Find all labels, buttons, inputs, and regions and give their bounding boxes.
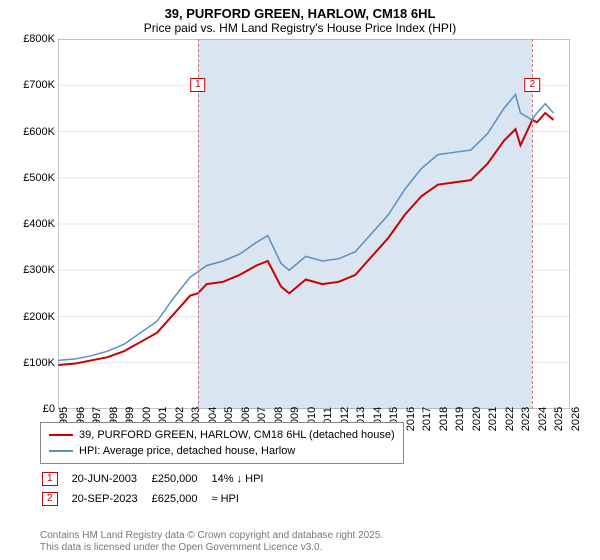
marker-badge: 1	[42, 472, 58, 486]
legend-item: 39, PURFORD GREEN, HARLOW, CM18 6HL (det…	[49, 427, 395, 443]
y-tick: £700K	[23, 79, 55, 91]
x-tick: 2018	[438, 407, 450, 431]
legend-item: HPI: Average price, detached house, Harl…	[49, 443, 395, 459]
legend-label: HPI: Average price, detached house, Harl…	[79, 443, 295, 459]
chart-subtitle: Price paid vs. HM Land Registry's House …	[0, 21, 600, 39]
x-tick: 2022	[504, 407, 516, 431]
y-tick: £600K	[23, 126, 55, 138]
chart-area: £0£100K£200K£300K£400K£500K£600K£700K£80…	[30, 39, 600, 409]
marker-note: ≈ HPI	[212, 490, 276, 508]
legend-label: 39, PURFORD GREEN, HARLOW, CM18 6HL (det…	[79, 427, 395, 443]
marker-row: 2 20-SEP-2023£625,000≈ HPI	[42, 490, 275, 508]
marker-dash	[198, 39, 199, 409]
footer-line-2: This data is licensed under the Open Gov…	[40, 542, 383, 554]
chart-marker: 2	[525, 78, 541, 92]
marker-dash	[532, 39, 533, 409]
x-tick: 2023	[520, 407, 532, 431]
footer-line-1: Contains HM Land Registry data © Crown c…	[40, 530, 383, 542]
y-tick: £500K	[23, 172, 55, 184]
plot-svg	[58, 39, 570, 409]
marker-badge: 2	[42, 492, 58, 506]
y-tick: £200K	[23, 311, 55, 323]
x-tick: 2019	[454, 407, 466, 431]
x-tick: 2020	[471, 407, 483, 431]
marker-date: 20-SEP-2023	[72, 490, 150, 508]
x-tick: 2016	[405, 407, 417, 431]
series-hpi	[58, 95, 553, 361]
y-tick: £300K	[23, 264, 55, 276]
chart-title: 39, PURFORD GREEN, HARLOW, CM18 6HL	[0, 0, 600, 21]
marker-row: 1 20-JUN-2003£250,00014% ↓ HPI	[42, 470, 275, 488]
x-tick: 2026	[570, 407, 582, 431]
marker-date: 20-JUN-2003	[72, 470, 150, 488]
marker-price: £250,000	[152, 470, 210, 488]
x-tick: 2025	[553, 407, 565, 431]
x-tick: 2017	[421, 407, 433, 431]
legend-swatch	[49, 450, 73, 452]
footer-attribution: Contains HM Land Registry data © Crown c…	[40, 530, 383, 554]
x-tick: 2024	[537, 407, 549, 431]
marker-note: 14% ↓ HPI	[212, 470, 276, 488]
y-tick: £0	[43, 403, 55, 415]
y-tick: £400K	[23, 218, 55, 230]
marker-price: £625,000	[152, 490, 210, 508]
marker-table: 1 20-JUN-2003£250,00014% ↓ HPI 2 20-SEP-202…	[40, 468, 277, 510]
series-price_paid	[58, 113, 553, 365]
legend: 39, PURFORD GREEN, HARLOW, CM18 6HL (det…	[40, 422, 404, 464]
y-tick: £100K	[23, 357, 55, 369]
x-tick: 2021	[487, 407, 499, 431]
y-tick: £800K	[23, 33, 55, 45]
chart-marker: 1	[190, 78, 206, 92]
legend-swatch	[49, 434, 73, 436]
